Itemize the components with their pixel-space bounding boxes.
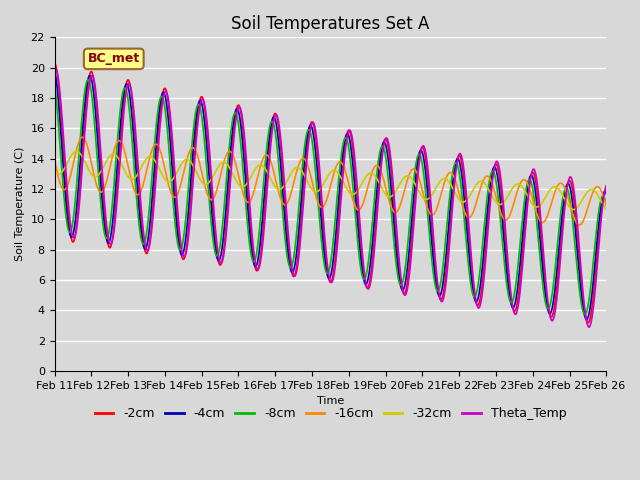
- -4cm: [285, 256, 292, 262]
- -16cm: [285, 196, 293, 202]
- -8cm: [51, 81, 58, 87]
- -32cm: [307, 184, 314, 190]
- -16cm: [307, 172, 314, 178]
- -32cm: [94, 173, 102, 179]
- X-axis label: Time: Time: [317, 396, 344, 407]
- -2cm: [93, 110, 101, 116]
- Line: -4cm: -4cm: [54, 70, 606, 319]
- -16cm: [79, 134, 86, 140]
- -8cm: [94, 161, 102, 167]
- Theta_Temp: [365, 286, 372, 291]
- Line: -32cm: -32cm: [54, 151, 606, 210]
- -32cm: [116, 158, 124, 164]
- -2cm: [116, 149, 124, 155]
- Theta_Temp: [51, 66, 58, 72]
- Line: Theta_Temp: Theta_Temp: [54, 68, 606, 327]
- -16cm: [94, 185, 102, 191]
- -32cm: [365, 171, 372, 177]
- Title: Soil Temperatures Set A: Soil Temperatures Set A: [231, 15, 429, 33]
- -32cm: [296, 167, 304, 172]
- -8cm: [307, 130, 314, 135]
- Theta_Temp: [51, 65, 59, 71]
- Theta_Temp: [94, 107, 102, 112]
- -2cm: [365, 284, 372, 289]
- -32cm: [73, 148, 81, 154]
- Line: -2cm: -2cm: [54, 63, 606, 323]
- -8cm: [365, 254, 372, 260]
- Legend: -2cm, -4cm, -8cm, -16cm, -32cm, Theta_Temp: -2cm, -4cm, -8cm, -16cm, -32cm, Theta_Te…: [90, 402, 572, 425]
- -2cm: [306, 123, 314, 129]
- -2cm: [602, 186, 610, 192]
- -4cm: [296, 212, 304, 218]
- -16cm: [575, 222, 583, 228]
- -8cm: [602, 203, 610, 208]
- -4cm: [116, 131, 124, 136]
- Theta_Temp: [285, 240, 293, 246]
- -16cm: [365, 180, 372, 186]
- -32cm: [285, 174, 293, 180]
- -4cm: [306, 123, 314, 129]
- -4cm: [365, 274, 372, 279]
- Line: -16cm: -16cm: [54, 137, 606, 225]
- Theta_Temp: [602, 182, 610, 188]
- Text: BC_met: BC_met: [88, 52, 140, 65]
- -32cm: [602, 207, 610, 213]
- -16cm: [116, 138, 124, 144]
- Theta_Temp: [296, 238, 304, 243]
- -16cm: [51, 157, 58, 163]
- -4cm: [51, 67, 58, 73]
- -2cm: [584, 320, 592, 325]
- -4cm: [582, 316, 590, 322]
- -16cm: [296, 158, 304, 164]
- -8cm: [285, 263, 293, 268]
- Theta_Temp: [307, 126, 314, 132]
- Y-axis label: Soil Temperature (C): Soil Temperature (C): [15, 147, 25, 262]
- -8cm: [84, 77, 92, 83]
- -2cm: [285, 246, 292, 252]
- Line: -8cm: -8cm: [54, 80, 606, 314]
- -2cm: [296, 232, 304, 238]
- -16cm: [602, 203, 610, 209]
- -32cm: [51, 168, 58, 174]
- -8cm: [296, 186, 304, 192]
- -8cm: [116, 109, 124, 115]
- Theta_Temp: [585, 324, 593, 330]
- Theta_Temp: [116, 157, 124, 163]
- -8cm: [581, 312, 589, 317]
- -4cm: [93, 132, 101, 137]
- -4cm: [602, 191, 610, 197]
- -2cm: [51, 60, 58, 66]
